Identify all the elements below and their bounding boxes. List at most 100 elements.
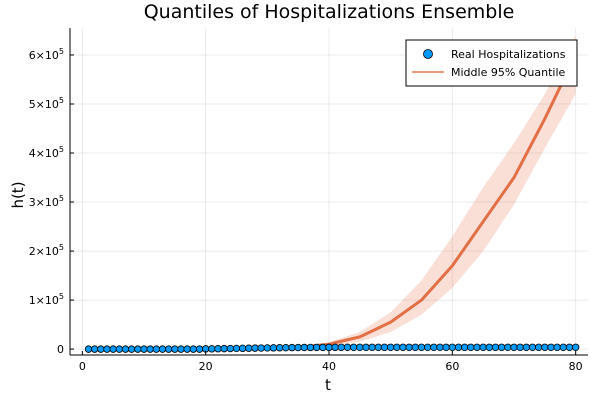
- real-hospitalization-point: [553, 343, 561, 352]
- real-hospitalization-point: [393, 343, 401, 352]
- real-hospitalization-point: [473, 343, 481, 352]
- real-hospitalization-point: [251, 344, 259, 352]
- real-hospitalization-point: [405, 343, 413, 352]
- real-hospitalization-point: [460, 343, 469, 352]
- real-hospitalization-point: [436, 343, 444, 352]
- real-hospitalization-point: [90, 345, 99, 353]
- y-tick-label: 2×105: [29, 243, 64, 258]
- real-hospitalization-point: [337, 343, 346, 352]
- x-tick-label: 0: [79, 360, 86, 373]
- real-hospitalization-point: [528, 343, 537, 352]
- legend: Real Hospitalizations Middle 95% Quantile: [405, 39, 578, 87]
- real-hospitalization-point: [103, 345, 111, 353]
- y-tick-label: 1×105: [29, 292, 64, 307]
- real-hospitalization-point: [146, 345, 154, 353]
- real-hospitalization-point: [386, 343, 395, 352]
- real-hospitalization-point: [294, 343, 302, 352]
- real-hospitalization-point: [134, 345, 142, 353]
- real-hospitalization-point: [510, 343, 518, 352]
- quantile-band-layer: [88, 35, 576, 350]
- real-hospitalization-point: [565, 343, 574, 352]
- x-tick-label: 80: [569, 360, 583, 373]
- real-hospitalization-point: [571, 343, 580, 352]
- y-tick-exponent: 5: [59, 145, 64, 154]
- real-hospitalization-point: [467, 343, 475, 352]
- real-hospitalization-point: [423, 343, 432, 352]
- y-tick-exponent: 5: [59, 194, 64, 203]
- real-hospitalization-point: [164, 345, 173, 353]
- real-hospitalization-point: [331, 343, 339, 352]
- y-axis-label: h(t): [9, 181, 27, 208]
- real-hospitalization-point: [177, 345, 185, 353]
- real-hospitalization-point: [300, 343, 309, 352]
- real-hospitalization-point: [208, 345, 216, 353]
- y-tick-label: 3×105: [29, 194, 64, 209]
- real-hospitalization-point: [497, 343, 506, 352]
- real-hospitalization-point: [245, 344, 253, 352]
- y-tick-exponent: 5: [59, 292, 64, 301]
- legend-box: [405, 39, 578, 87]
- real-hospitalization-point: [257, 344, 265, 352]
- legend-marker-scatter: [423, 49, 433, 59]
- real-hospitalization-point: [368, 343, 376, 352]
- quantile-band: [88, 35, 576, 350]
- x-tick-label: 20: [199, 360, 213, 373]
- y-tick-label: 0: [57, 343, 64, 356]
- real-hospitalization-point: [127, 345, 136, 353]
- real-hospitalization-point: [269, 344, 278, 352]
- y-tick-label: 6×105: [29, 47, 64, 62]
- y-tick-exponent: 5: [59, 243, 64, 252]
- y-tick-exponent: 5: [59, 96, 64, 105]
- real-hospitalization-point: [454, 343, 463, 352]
- real-hospitalization-point: [349, 343, 358, 352]
- real-hospitalization-point: [417, 343, 426, 352]
- real-hospitalization-point: [115, 345, 124, 353]
- real-hospitalization-point: [362, 343, 370, 352]
- real-hospitalization-point: [220, 344, 228, 353]
- real-hospitalization-point: [232, 344, 241, 353]
- real-hospitalization-point: [491, 343, 500, 352]
- real-hospitalization-point: [547, 343, 555, 352]
- real-hospitalization-point: [275, 344, 284, 352]
- x-ticks: 0 20 40 60 80: [79, 351, 583, 373]
- real-hospitalization-point: [541, 343, 549, 352]
- real-hospitalization-point: [195, 345, 204, 353]
- y-tick-mantissa: 2×10: [29, 245, 59, 258]
- real-hospitalization-point: [399, 343, 407, 352]
- real-points-layer: [84, 343, 580, 353]
- legend-label: Real Hospitalizations: [451, 48, 566, 61]
- real-hospitalization-point: [238, 344, 247, 353]
- real-hospitalization-point: [288, 343, 296, 352]
- y-tick-mantissa: 6×10: [29, 49, 59, 62]
- real-hospitalization-point: [189, 345, 198, 353]
- x-tick-label: 60: [445, 360, 459, 373]
- y-tick-mantissa: 1×10: [29, 294, 59, 307]
- real-hospitalization-point: [171, 345, 179, 353]
- real-hospitalization-point: [442, 343, 450, 352]
- real-hospitalization-point: [504, 343, 512, 352]
- y-tick-mantissa: 3×10: [29, 196, 59, 209]
- real-hospitalization-point: [140, 345, 148, 353]
- y-tick-mantissa: 5×10: [29, 98, 59, 111]
- real-hospitalization-point: [534, 343, 543, 352]
- real-hospitalization-point: [411, 343, 420, 352]
- y-tick-label: 5×105: [29, 96, 64, 111]
- real-hospitalization-point: [325, 343, 333, 352]
- y-tick-mantissa: 4×10: [29, 147, 59, 160]
- y-tick-exponent: 5: [59, 47, 64, 56]
- real-hospitalization-point: [263, 344, 272, 352]
- real-hospitalization-point: [559, 343, 568, 352]
- real-hospitalization-point: [183, 345, 191, 353]
- x-tick-label: 40: [322, 360, 336, 373]
- real-hospitalization-point: [109, 345, 117, 353]
- real-hospitalization-point: [214, 345, 222, 353]
- real-hospitalization-point: [343, 343, 352, 352]
- y-tick-label: 4×105: [29, 145, 64, 160]
- real-hospitalization-point: [522, 343, 531, 352]
- real-hospitalization-point: [312, 343, 321, 352]
- x-axis-label: t: [325, 376, 331, 394]
- real-hospitalization-point: [380, 343, 389, 352]
- chart-title: Quantiles of Hospitalizations Ensemble: [144, 1, 515, 23]
- real-hospitalization-point: [374, 343, 383, 352]
